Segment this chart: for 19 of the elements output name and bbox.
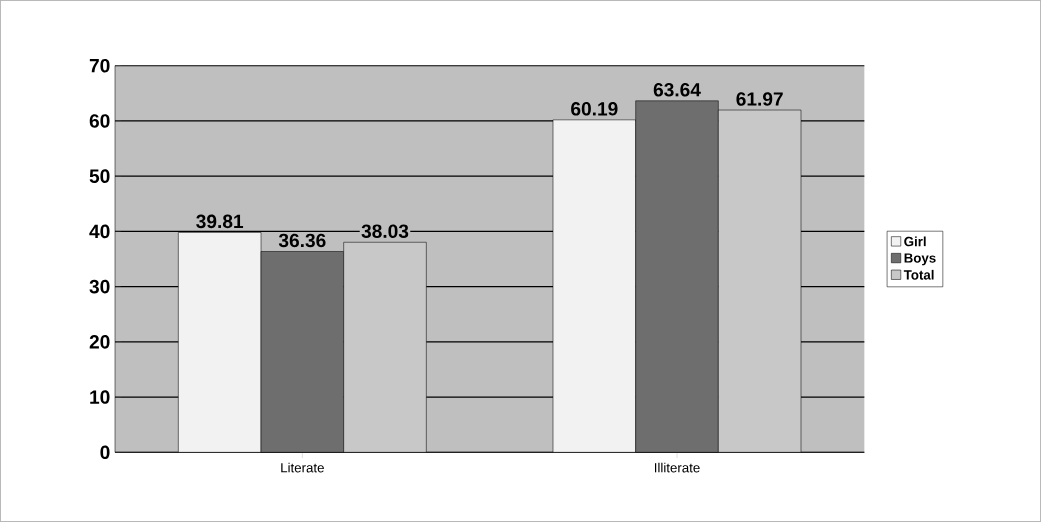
data-label: 61.97	[736, 92, 783, 106]
y-tick-label: 0	[100, 445, 110, 460]
y-tick-label: 40	[89, 224, 110, 239]
legend-label: Girl	[904, 236, 926, 247]
y-tick-label: 20	[89, 335, 110, 349]
y-tick-label: 70	[89, 58, 110, 73]
data-label: 60.19	[571, 102, 618, 116]
y-tick-label: 60	[89, 114, 110, 128]
data-label: 36.36	[278, 233, 326, 248]
y-tick-label: 30	[89, 279, 110, 294]
legend-label: Boys	[904, 253, 936, 266]
y-tick-label: 50	[89, 169, 110, 183]
x-tick-label: Illiterate	[654, 462, 700, 473]
legend-label: Total	[903, 269, 934, 280]
data-label: 39.81	[196, 214, 244, 229]
x-tick-label: Literate	[281, 462, 324, 473]
data-label: 63.64	[653, 82, 701, 97]
y-tick-label: 10	[90, 390, 110, 404]
data-label: 38.03	[361, 224, 409, 238]
